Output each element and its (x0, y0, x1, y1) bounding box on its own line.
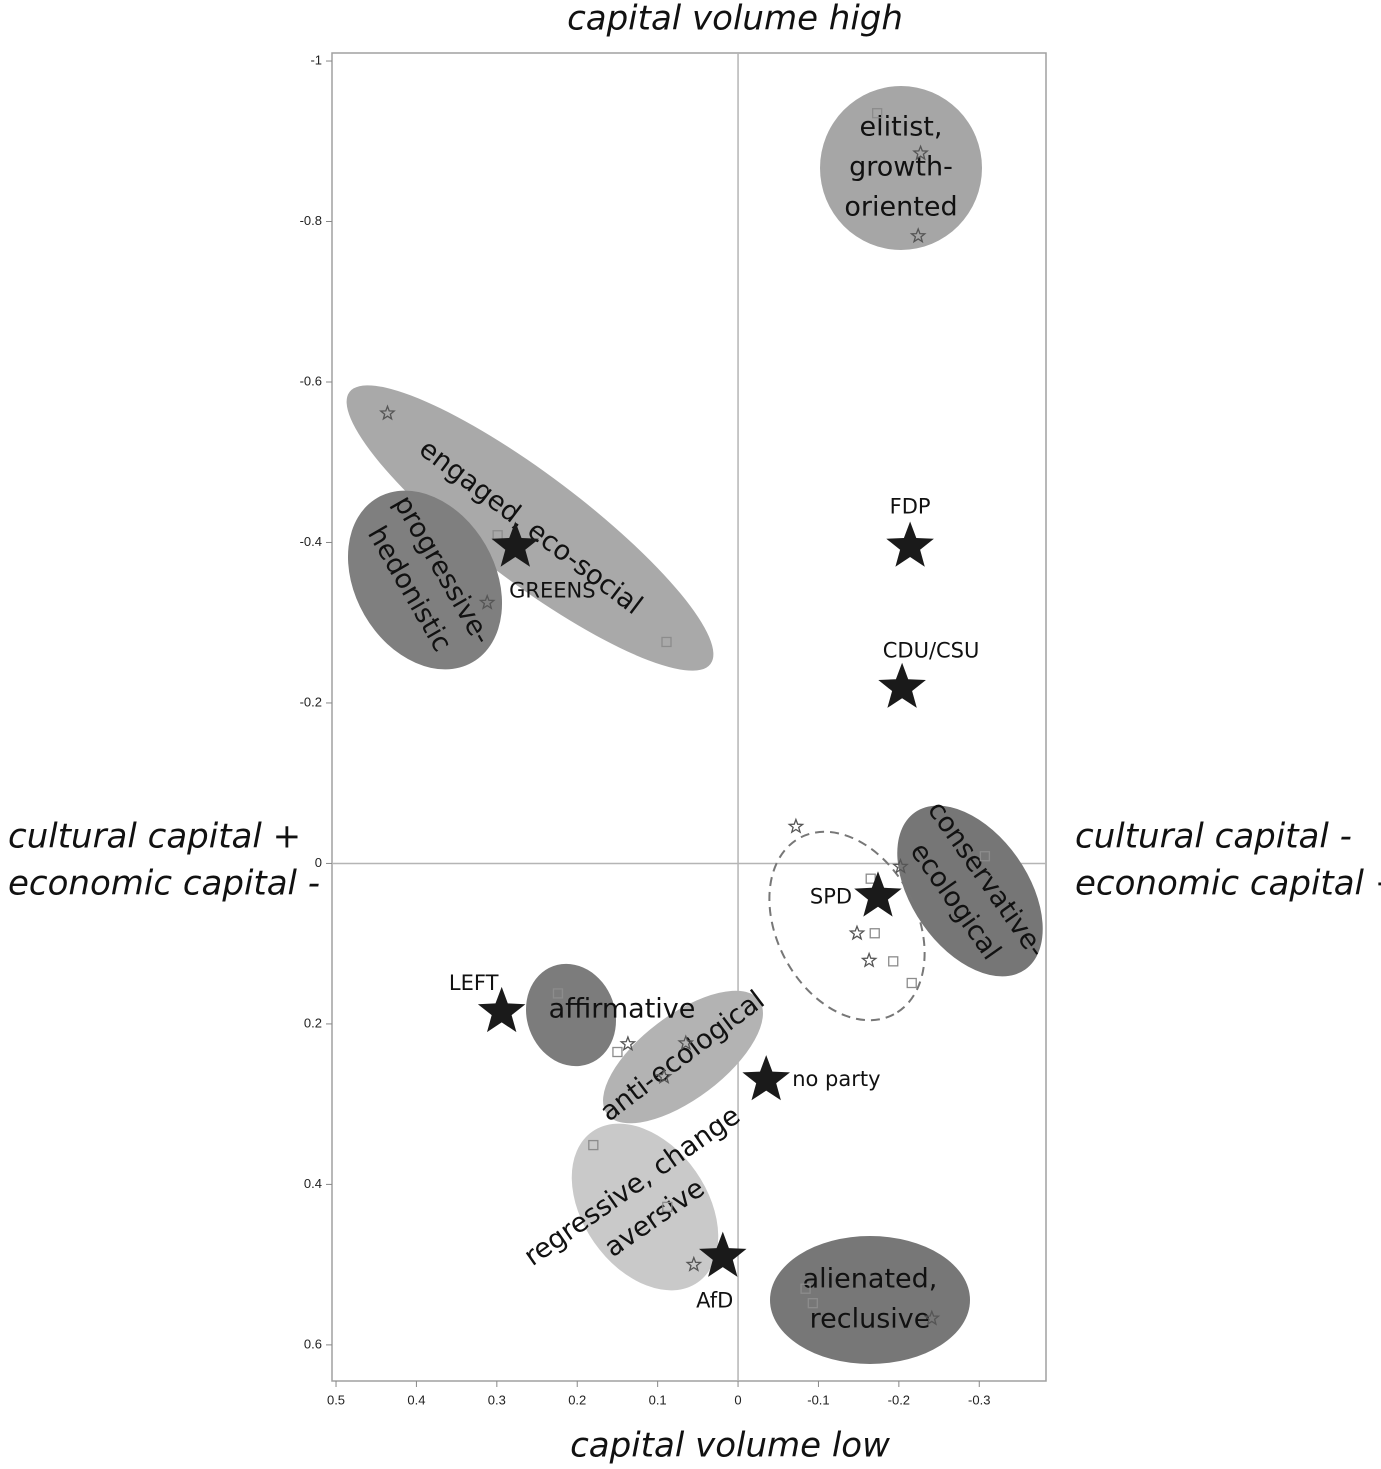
square-marker (662, 1201, 673, 1213)
small-star-marker (892, 857, 909, 874)
group-ellipse (571, 1123, 719, 1291)
x-tick-label: 0.5 (327, 1392, 345, 1407)
square-marker (865, 873, 876, 884)
axis-title-left: cultural capital + (8, 817, 301, 857)
party-star (854, 871, 902, 917)
group-label: reclusive (810, 1304, 931, 1335)
y-tick-label: -0.2 (300, 694, 322, 709)
party-star (886, 521, 934, 567)
group-ellipse (346, 385, 714, 671)
small-star-marker (677, 1034, 695, 1051)
small-star-marker (912, 144, 929, 161)
party-label: AfD (696, 1289, 733, 1313)
x-tick-label: -0.1 (807, 1392, 829, 1407)
y-tick-label: 0 (315, 855, 322, 870)
x-tick-label: 0 (734, 1392, 741, 1407)
small-star-marker (848, 924, 866, 941)
square-marker (888, 956, 899, 967)
group-label: elitist, (860, 112, 943, 143)
square-marker (800, 1283, 811, 1294)
axis-title-right: economic capital + (1075, 864, 1381, 904)
y-tick-label: -1 (310, 52, 322, 67)
x-tick-label: 0.2 (568, 1392, 586, 1407)
square-marker (661, 636, 672, 648)
x-tick-label: -0.2 (888, 1392, 910, 1407)
y-tick-label: 0.4 (304, 1176, 322, 1191)
x-tick-label: 0.1 (649, 1392, 667, 1407)
party-label: FDP (890, 494, 931, 518)
party-label: LEFT (449, 971, 499, 995)
y-tick-label: -0.4 (300, 534, 322, 549)
party-star (477, 986, 526, 1033)
small-star-marker (923, 1309, 941, 1326)
y-tick-label: 0.6 (304, 1336, 322, 1351)
y-tick-label: 0.2 (304, 1015, 322, 1030)
x-tick-label: 0.3 (488, 1392, 506, 1407)
small-star-marker (860, 951, 878, 968)
group-ellipse (768, 830, 926, 1022)
square-marker (906, 977, 917, 989)
group-ellipse (820, 86, 982, 250)
small-star-marker (478, 593, 496, 610)
party-label: no party (792, 1067, 880, 1091)
group-ellipse (525, 963, 617, 1067)
small-star-marker (379, 404, 396, 421)
small-star-marker (787, 817, 805, 834)
group-label: growth- (849, 152, 953, 183)
square-marker (588, 1139, 599, 1151)
small-star-marker (685, 1255, 703, 1272)
group-ellipse (770, 1236, 970, 1364)
axis-title-top: capital volume high (567, 0, 903, 39)
group-label: alienated, (803, 1264, 938, 1295)
square-marker (807, 1298, 818, 1309)
group-ellipse (603, 990, 763, 1124)
square-marker (552, 988, 564, 999)
y-tick-label: -0.6 (300, 373, 322, 388)
y-tick-label: -0.8 (300, 213, 322, 228)
party-star (491, 521, 540, 567)
party-label: SPD (810, 884, 852, 908)
plot-frame (331, 52, 1047, 1382)
small-star-marker (909, 227, 927, 244)
small-star-marker (619, 1035, 637, 1052)
party-star (699, 1231, 747, 1277)
party-label: CDU/CSU (883, 639, 980, 663)
x-tick-label: -0.3 (968, 1392, 990, 1407)
axis-title-left: economic capital - (8, 864, 320, 904)
party-star (742, 1055, 790, 1101)
group-label: affirmative (549, 994, 696, 1025)
axis-title-right: cultural capital - (1075, 817, 1352, 857)
square-marker (869, 928, 880, 939)
group-ellipse (347, 490, 503, 670)
party-label: GREENS (509, 578, 595, 602)
square-marker (871, 108, 883, 119)
square-marker (612, 1046, 623, 1058)
square-marker (979, 851, 991, 862)
small-star-marker (655, 1068, 673, 1084)
x-tick-label: 0.4 (407, 1392, 425, 1407)
group-ellipse (897, 805, 1043, 977)
axis-title-bottom: capital volume low (570, 1426, 890, 1466)
group-label: oriented (844, 192, 957, 223)
party-star (878, 662, 926, 708)
